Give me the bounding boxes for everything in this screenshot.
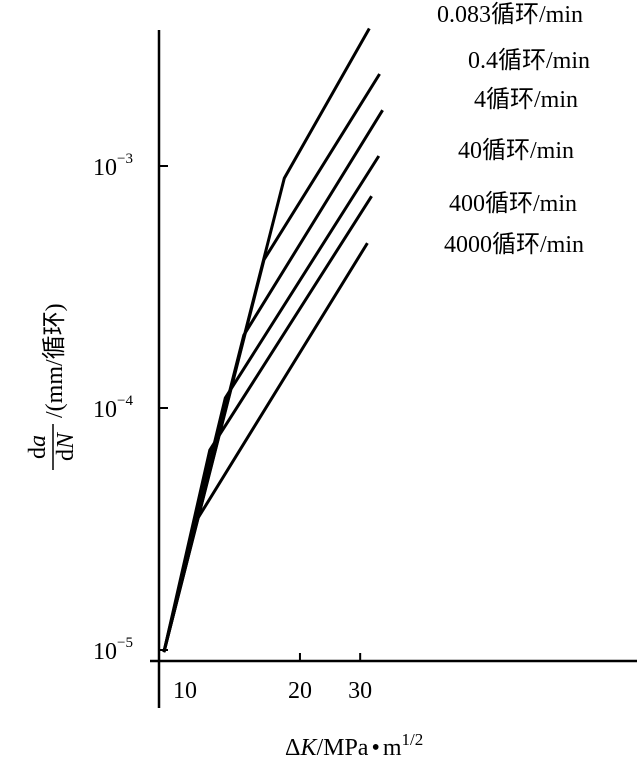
series-label: 4循环/min bbox=[474, 86, 578, 113]
x-axis-title: ΔK/MPa • m1/2 bbox=[285, 730, 423, 759]
y-axis-title: da dN /(mm/循环) bbox=[25, 303, 79, 470]
series-group bbox=[162, 27, 384, 653]
series-label: 400循环/min bbox=[449, 190, 577, 217]
x-ticks: 10 20 30 bbox=[173, 653, 372, 704]
y-axis-title-unit: /(mm/循环) bbox=[41, 303, 68, 418]
y-tick-label: 10−3 bbox=[93, 151, 133, 181]
series-line bbox=[162, 195, 373, 653]
series-line bbox=[162, 27, 371, 653]
y-tick-label: 10−5 bbox=[93, 635, 133, 665]
series-line bbox=[162, 73, 381, 653]
y-tick-label: 10−4 bbox=[93, 393, 133, 423]
x-tick-label: 20 bbox=[288, 678, 312, 704]
axes bbox=[150, 30, 637, 708]
series-line bbox=[162, 109, 384, 653]
y-axis-title-num: da bbox=[25, 435, 51, 459]
y-ticks: 10−5 10−4 10−3 bbox=[93, 151, 168, 665]
series-label: 4000循环/min bbox=[444, 231, 584, 258]
y-axis-title-den: dN bbox=[53, 431, 79, 461]
series-line bbox=[162, 242, 369, 653]
x-tick-label: 10 bbox=[173, 678, 197, 704]
series-label: 40循环/min bbox=[458, 137, 574, 164]
series-label: 0.4循环/min bbox=[468, 47, 590, 74]
series-labels: 0.083循环/min 0.4循环/min 4循环/min 40循环/min 400循环… bbox=[437, 1, 590, 258]
x-tick-label: 30 bbox=[348, 678, 372, 704]
series-label: 0.083循环/min bbox=[437, 1, 583, 28]
